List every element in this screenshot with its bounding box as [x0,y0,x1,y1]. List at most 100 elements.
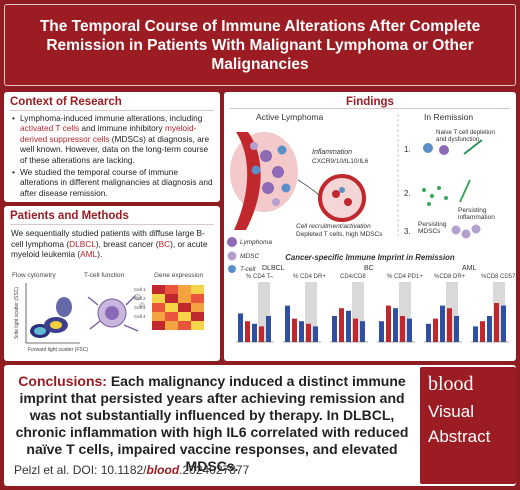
mini-bar [393,308,398,342]
active-lymphoma-label: Active Lymphoma [256,112,324,122]
mini-bar [332,316,337,342]
context-heading: Context of Research [10,96,122,108]
mini-bar [360,321,365,342]
t-cell-icon [228,265,236,273]
cell-2-label: Cell 2 [134,296,146,301]
step-2-number: 2. [404,189,411,198]
mini-bar [259,326,264,342]
citation-journal: blood [146,463,180,477]
mini-bar [339,308,344,342]
text-segment: ), breast cancer ( [95,238,159,249]
metric-label: % CD4 PD1+ [387,274,423,280]
cell-3-label: Cell 3 [134,305,146,310]
mini-bar [266,316,271,342]
step-1-number: 1. [404,145,411,154]
vessel-cross-section [297,174,366,222]
group-aml: AML [462,265,477,272]
mini-bar [245,321,250,342]
legend-tcell: T-cell [240,266,256,273]
mini-bar [407,318,412,342]
flow-cytometry-plot: Side light scatter (SSC) Forward light s… [14,283,88,353]
highlight-mdsc: myeloid-derived suppressor cells [20,123,197,144]
text-segment: and immune inhibitory [79,123,165,134]
imprint-title: Cancer-specific Immune Imprint in Remiss… [285,253,455,262]
metric-label: % CD4 DR+ [293,274,326,280]
divider [10,224,214,225]
mini-bar [454,316,459,342]
mini-bar [494,303,499,342]
blood-visual-abstract-logo: blood Visual Abstract [420,367,516,484]
divider [10,110,214,111]
bc-highlight: BC [158,238,171,249]
step-3-number: 3. [404,227,411,236]
findings-panel: Findings Active Lymphoma In Remission In… [224,92,516,361]
mini-bar [313,326,318,342]
lymphoma-tissue [230,132,298,230]
legend-mdsc: MDSC [240,253,259,260]
step-2-text: Persisting inflammation [458,207,495,221]
conclusions-body: Each malignancy induced a distinct immun… [15,373,409,474]
mini-bar [433,318,438,342]
flow-cytometry-label: Flow cytometry [12,272,56,279]
logo-abstract: Abstract [428,427,491,446]
metric-label: CD4/CD8 [340,274,366,280]
metric-label: % CD4 Tₙ [246,274,273,280]
methods-text: We sequentially studied patients with di… [4,227,220,261]
title-banner: The Temporal Course of Immune Alteration… [4,4,516,86]
cell-legend: Lymphoma MDSC T-cell [227,237,272,273]
group-dlbcl: DLBCL [262,265,285,272]
logo-brand: blood [428,373,474,395]
logo-visual: Visual [428,402,474,421]
methods-illustrations: Flow cytometry T-cell function Gene expr… [12,272,204,353]
remission-steps: 1. Naive T cell depletion and dysfunction… [404,129,495,239]
cytokines-label: CXCR9/10/IL10/IL6 [312,158,369,165]
methods-panel: Patients and Methods We sequentially stu… [4,206,220,361]
mini-bar [487,316,492,342]
recruitment-label: Cell recruitment/activation [296,223,371,230]
context-bullet-2: We studied the temporal course of immune… [12,167,214,198]
legend-lymphoma: Lymphoma [240,239,272,246]
citation[interactable]: Pelzl et al. DOI: 10.1182/blood.20240278… [14,463,249,477]
lymphoma-cell-icon [227,237,237,247]
cell-1-label: Cell 1 [134,287,146,292]
methods-heading: Patients and Methods [10,210,129,222]
step-3-text: Persisting MDSCs [418,221,447,235]
fsc-axis-label: Forward light scatter (FSC) [28,347,88,353]
divider [230,108,510,109]
findings-illustration: Active Lymphoma In Remission Inflammatio… [227,112,516,343]
depleted-label: Depleted T cells, high MDSCs [296,231,383,238]
mini-bar [285,305,290,342]
page-title: The Temporal Course of Immune Alteration… [39,17,481,73]
t-cell-illustration [87,293,145,332]
text-segment: We sequentially studied patients with di… [11,228,205,249]
mini-bar [501,305,506,342]
mini-bar [299,321,304,342]
t-cell-function-label: T-cell function [84,272,124,279]
aml-highlight: AML [80,249,98,260]
text-segment: (MDSCs) at diagnosis, are well known. Ho… [20,133,210,165]
step-1-text: Naive T cell depletion and dysfunction [436,129,495,143]
inflammation-label: Inflammation [312,149,352,156]
mini-bar [386,305,391,342]
citation-prefix: Pelzl et al. DOI: 10.1182/ [14,463,147,477]
cell-4-label: Cell 4 [134,314,146,319]
text-segment: Lymphoma-induced immune alterations, inc… [20,113,203,123]
mini-charts: % CD4 Tₙ % CD4 DR+ CD4/CD8 % CD4 PD1+ %CD8 D… [236,274,516,343]
context-list: Lymphoma-induced immune alterations, inc… [4,113,220,198]
mdsc-cell-icon [227,251,237,261]
group-bc: BC [364,265,374,272]
context-bullet-1: Lymphoma-induced immune alterations, inc… [12,113,214,165]
findings-heading: Findings [346,96,394,108]
mini-bar [447,308,452,342]
text-segment: ), or acute myeloid leukemia ( [11,238,208,260]
mini-bar [252,323,257,342]
mini-bar [346,310,351,342]
mini-bar [440,305,445,342]
highlight-activated-t-cells: activated T cells [20,123,80,134]
conclusions-lead: Conclusions: [18,373,107,389]
mini-bar [400,316,405,342]
gene-expression-label: Gene expression [154,272,204,279]
conclusions-text: Conclusions: Each malignancy induced a d… [14,373,410,475]
mini-bar [379,321,384,342]
gene-expression-heatmap: Cell 1 Cell 2 Cell 3 Cell 4 [134,285,204,330]
